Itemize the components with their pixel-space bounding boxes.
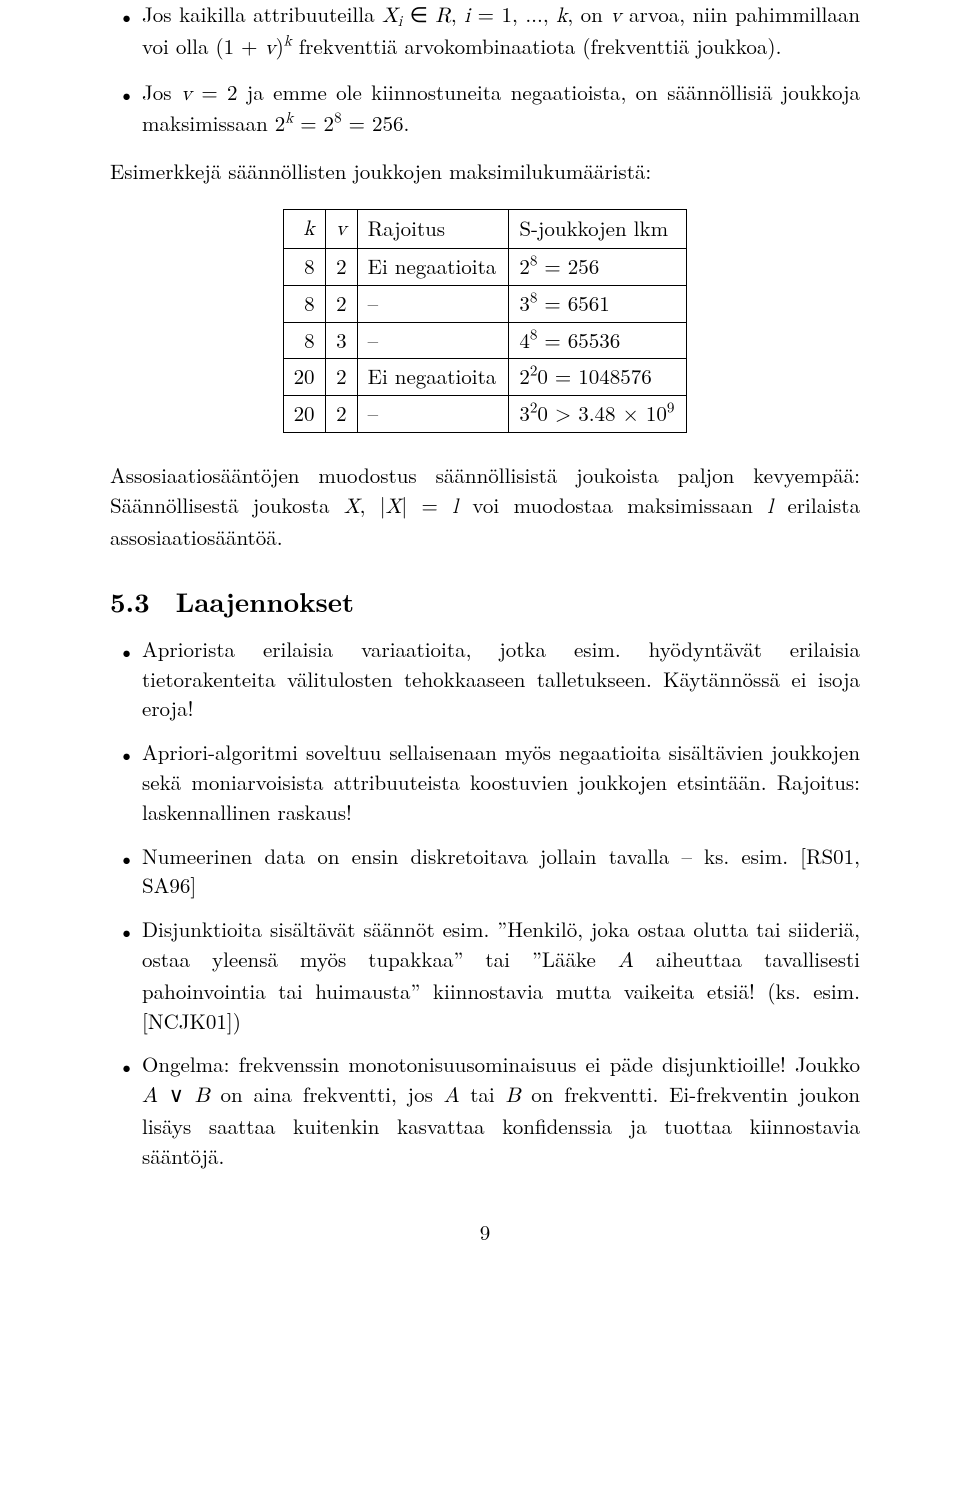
- text: , |: [360, 490, 386, 520]
- limits-table: k v Rajoitus S-joukkojen lkm 8 2 Ei nega…: [283, 209, 688, 433]
- math-var: X: [386, 497, 402, 518]
- cell: Ei negaatioita: [357, 248, 509, 285]
- text: = 256: [537, 251, 599, 281]
- page-number: 9: [110, 1218, 860, 1248]
- text: 4: [519, 325, 530, 355]
- math-exp: 8: [334, 107, 342, 128]
- col-v-header: v: [325, 210, 357, 249]
- math-var: B: [195, 1086, 210, 1107]
- cell: –: [357, 396, 509, 433]
- list-item: Apriorista erilaisia variaatioita, jotka…: [110, 635, 860, 724]
- text: = 256.: [342, 108, 410, 138]
- text: on aina frekventti, jos: [210, 1079, 444, 1109]
- math-var: v: [265, 38, 276, 59]
- cell: 20: [283, 396, 325, 433]
- text: tai: [459, 1079, 505, 1109]
- col-k-header: k: [283, 210, 325, 249]
- cell: 320 > 3.48 × 109: [509, 396, 687, 433]
- cell: –: [357, 285, 509, 322]
- section-title: Laajennokset: [176, 581, 354, 620]
- table-row: 8 2 – 38 = 6561: [283, 285, 687, 322]
- text: 2: [519, 361, 530, 391]
- math-var: A: [618, 951, 634, 972]
- math-var: v: [610, 6, 621, 27]
- cell: 220 = 1048576: [509, 359, 687, 396]
- table-row: 20 2 – 320 > 3.48 × 109: [283, 396, 687, 433]
- text: 3: [519, 288, 530, 318]
- text: Ongelma: frekvenssin monotonisuusominais…: [142, 1049, 860, 1079]
- cell: 38 = 6561: [509, 285, 687, 322]
- text: | =: [401, 490, 452, 520]
- list-item: Apriori-algoritmi soveltuu sellaisenaan …: [110, 738, 860, 827]
- cell: Ei negaatioita: [357, 359, 509, 396]
- list-item: Jos v = 2 ja emme ole kiinnostuneita neg…: [110, 78, 860, 140]
- cell: 2: [325, 396, 357, 433]
- section-number: 5.3: [110, 581, 150, 620]
- text: = 2: [293, 108, 334, 138]
- math-var: X: [344, 497, 360, 518]
- table-body: 8 2 Ei negaatioita 28 = 256 8 2 – 38 = 6…: [283, 248, 687, 432]
- text: 0 > 3.48 × 10: [537, 398, 667, 428]
- cell: 20: [283, 359, 325, 396]
- top-bullet-list: Jos kaikilla attribuuteilla Xi ∈ R, i = …: [110, 0, 860, 139]
- text: voi muodostaa maksimissaan: [458, 490, 767, 520]
- math-exp: 9: [667, 397, 675, 418]
- table-row: 8 3 – 48 = 65536: [283, 322, 687, 359]
- text: frekventtiä arvokombinaatiota (frekventt…: [292, 31, 782, 61]
- list-item: Jos kaikilla attribuuteilla Xi ∈ R, i = …: [110, 0, 860, 64]
- cell: 2: [325, 248, 357, 285]
- below-table-paragraph: Assosiaatiosääntöjen muodostus säännölli…: [110, 461, 860, 552]
- text: ): [276, 31, 284, 61]
- cell: 48 = 65536: [509, 322, 687, 359]
- text: = 6561: [537, 288, 609, 318]
- text: = 2 ja emme ole kiinnostuneita negaatioi…: [142, 77, 860, 139]
- col-rajoitus-header: Rajoitus: [357, 210, 509, 249]
- cell: 28 = 256: [509, 248, 687, 285]
- math-var: B: [506, 1086, 521, 1107]
- table-row: 20 2 Ei negaatioita 220 = 1048576: [283, 359, 687, 396]
- cell: 8: [283, 248, 325, 285]
- cell: 8: [283, 285, 325, 322]
- text: ∈: [402, 0, 435, 29]
- section-heading: 5.3 Laajennokset: [110, 582, 860, 620]
- cell: 2: [325, 359, 357, 396]
- page-content: Jos kaikilla attribuuteilla Xi ∈ R, i = …: [110, 0, 860, 1248]
- math-var: v: [181, 84, 192, 105]
- math-var: A: [444, 1086, 460, 1107]
- text: Jos kaikilla attribuuteilla: [142, 0, 382, 29]
- text: 2: [519, 251, 530, 281]
- math-exp: k: [284, 34, 292, 49]
- text: = 1, ...,: [470, 0, 556, 29]
- list-item: Disjunktioita sisältävät säännöt esim. ”…: [110, 915, 860, 1036]
- list-item: Ongelma: frekvenssin monotonisuusominais…: [110, 1050, 860, 1171]
- cell: –: [357, 322, 509, 359]
- cell: 3: [325, 322, 357, 359]
- text: ∨: [158, 1079, 195, 1109]
- cell: 2: [325, 285, 357, 322]
- math-var: R: [435, 6, 450, 27]
- list-item: Numeerinen data on ensin diskretoitava j…: [110, 842, 860, 902]
- math-var: k: [303, 219, 314, 240]
- intro-table-paragraph: Esimerkkejä säännöllisten joukkojen maks…: [110, 157, 860, 187]
- bottom-bullet-list: Apriorista erilaisia variaatioita, jotka…: [110, 635, 860, 1172]
- math-var: k: [556, 6, 567, 27]
- math-var: A: [142, 1086, 158, 1107]
- text: 0 = 1048576: [537, 361, 651, 391]
- text: ,: [451, 0, 464, 29]
- text: = 65536: [537, 325, 620, 355]
- col-s-header: S-joukkojen lkm: [509, 210, 687, 249]
- math-var: v: [336, 219, 347, 240]
- text: Jos: [142, 77, 181, 107]
- table-container: k v Rajoitus S-joukkojen lkm 8 2 Ei nega…: [110, 209, 860, 433]
- text: , on: [567, 0, 610, 29]
- table-header-row: k v Rajoitus S-joukkojen lkm: [283, 210, 687, 249]
- cell: 8: [283, 322, 325, 359]
- text: 3: [519, 398, 530, 428]
- math-var: Xi: [382, 6, 402, 27]
- table-row: 8 2 Ei negaatioita 28 = 256: [283, 248, 687, 285]
